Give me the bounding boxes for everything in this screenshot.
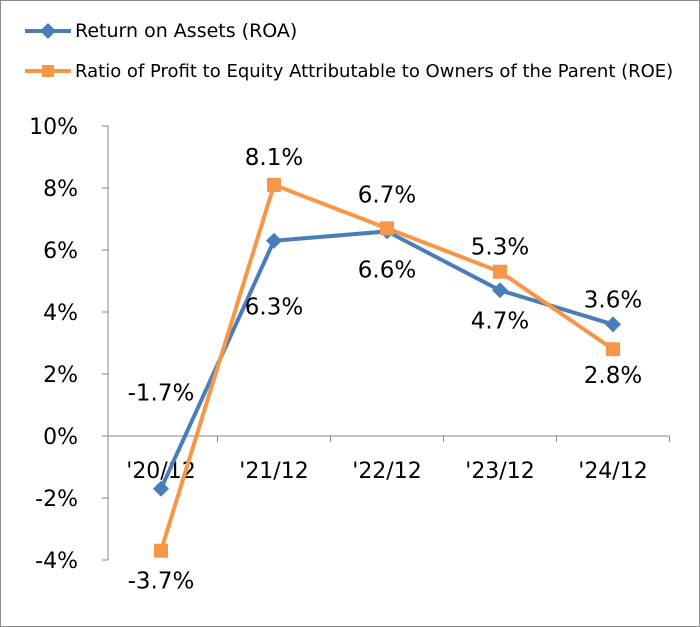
roa-point [153, 480, 169, 497]
roe-point [493, 264, 507, 279]
x-tick-label: '24/12 [578, 459, 647, 484]
roa-data-label: 6.6% [358, 257, 416, 283]
roe-data-label: -3.7% [128, 569, 195, 595]
y-tick-label: 0% [43, 425, 78, 450]
legend-label-roe: Ratio of Profit to Equity Attributable t… [75, 60, 674, 82]
roe-data-label: 6.7% [358, 182, 416, 208]
roe-data-label: 2.8% [584, 363, 642, 389]
legend-swatch-roe [25, 65, 71, 77]
y-tick-label: -2% [35, 487, 78, 512]
x-tick-label: '21/12 [239, 459, 308, 484]
y-tick-label: 6% [43, 239, 78, 264]
roe-point [267, 177, 281, 192]
x-tick-label: '22/12 [352, 459, 421, 484]
roe-point [380, 221, 394, 236]
legend-swatch-roa [25, 23, 71, 39]
y-tick-label: 10% [29, 115, 78, 140]
roe-data-label: 8.1% [245, 145, 303, 171]
x-tick-label: '23/12 [465, 459, 534, 484]
roa-point [605, 316, 621, 333]
roa-point [492, 282, 508, 299]
y-tick-label: 2% [43, 363, 78, 388]
legend-label-roa: Return on Assets (ROA) [75, 20, 298, 42]
series-line-roe [159, 182, 615, 552]
roe-point [606, 342, 620, 357]
roa-point [266, 232, 282, 249]
y-tick-label: 8% [43, 177, 78, 202]
roe-point [154, 543, 168, 558]
roa-data-label: 4.7% [471, 308, 529, 334]
y-tick-label: -4% [35, 549, 78, 574]
legend-item-roa: Return on Assets (ROA) [23, 11, 673, 51]
y-tick-label: 4% [43, 301, 78, 326]
roa-data-label: 3.6% [584, 287, 642, 313]
roa-data-label: 6.3% [245, 295, 303, 321]
legend: Return on Assets (ROA) Ratio of Profit t… [23, 11, 673, 91]
roe-data-label: 5.3% [471, 235, 529, 261]
roa-data-label: -1.7% [128, 381, 195, 407]
legend-item-roe: Ratio of Profit to Equity Attributable t… [23, 51, 673, 91]
